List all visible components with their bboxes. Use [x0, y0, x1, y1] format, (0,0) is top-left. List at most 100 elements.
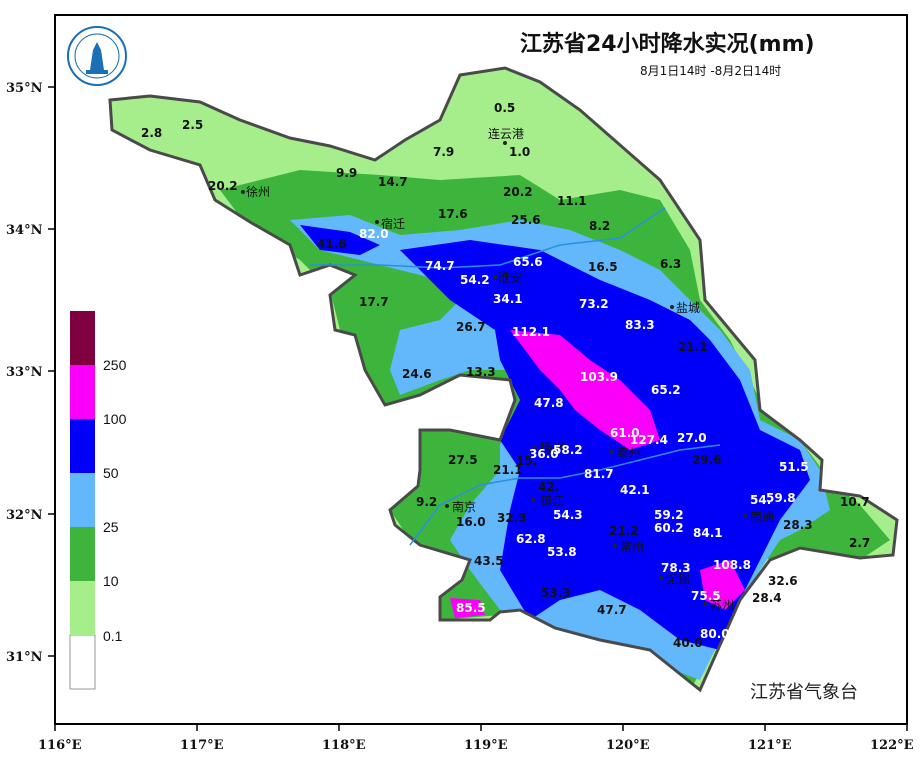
city-label: 盐城 [676, 301, 700, 315]
station-value: 74.7 [425, 259, 455, 273]
legend-swatch [70, 527, 95, 581]
x-tick-label: 116°E [38, 738, 82, 753]
station-value: 20.2 [208, 179, 238, 193]
station-value: 43.5 [474, 554, 504, 568]
y-tick-label: 35°N [6, 81, 43, 96]
station-value: 59.2 [654, 508, 684, 522]
station-value: 112.1 [512, 325, 550, 339]
station-value: 17.6 [438, 207, 468, 221]
station-value: 108.8 [713, 558, 751, 572]
station-value: 54.2 [460, 273, 490, 287]
station-value: 32.6 [768, 574, 798, 588]
station-value: 15. [516, 454, 537, 468]
station-value: 80.0 [700, 627, 730, 641]
station-value: 42. [538, 480, 559, 494]
agency-label: 江苏省气象台 [750, 682, 858, 703]
legend-label: 25 [103, 519, 119, 535]
legend-label: 250 [103, 357, 127, 373]
station-value: 47.8 [534, 396, 564, 410]
city-label: 宿迁 [381, 216, 405, 231]
x-tick-label: 122°E [870, 738, 914, 753]
city-dot [531, 498, 535, 502]
station-value: 53.3 [541, 586, 571, 600]
rain-class-50-100 [400, 240, 810, 650]
station-value: 82.0 [359, 227, 389, 241]
city-label: 苏州 [710, 598, 734, 612]
station-value: 28.3 [783, 518, 813, 532]
station-value: 2.5 [182, 118, 203, 132]
station-value: 11.1 [557, 194, 587, 208]
city-dot [445, 504, 449, 508]
station-value: 127.4 [630, 433, 668, 447]
station-value: 41.6 [317, 237, 347, 251]
legend-label: 100 [103, 411, 127, 427]
x-tick-label: 121°E [748, 738, 792, 753]
station-value: 61.0 [610, 426, 640, 440]
x-tick-label: 120°E [606, 738, 650, 753]
rain-class-100-250-sw [450, 598, 485, 618]
legend-label: 0.1 [103, 628, 123, 644]
station-value: 26.7 [456, 320, 486, 334]
rain-class-50-100-west [300, 225, 380, 255]
x-tick-label: 117°E [180, 738, 224, 753]
station-value: 21.2 [609, 524, 639, 538]
station-value: 17.7 [359, 295, 389, 309]
city-dot [493, 275, 497, 279]
city-dot [375, 220, 379, 224]
legend [69, 311, 96, 690]
city-label: 常州 [620, 540, 644, 554]
rain-class-100-250 [510, 330, 660, 450]
legend-label: 50 [103, 465, 119, 481]
city-label: 镇江 [540, 494, 564, 508]
station-value: 78.3 [661, 561, 691, 575]
station-value: 28.4 [752, 591, 782, 605]
station-value: 10.7 [840, 495, 870, 509]
station-value: 40.0 [673, 636, 703, 650]
station-value: 2.8 [141, 126, 162, 140]
station-value: 65.6 [513, 255, 543, 269]
city-label: 南通 [750, 509, 774, 524]
legend-swatch [70, 581, 95, 635]
station-value: 13.3 [466, 365, 496, 379]
station-value: 42.1 [620, 483, 650, 497]
station-value: 53.8 [547, 545, 577, 559]
station-value: 73.2 [579, 297, 609, 311]
station-value: 81.7 [584, 467, 614, 481]
station-value: 62.8 [516, 532, 546, 546]
station-value: 0.5 [494, 101, 515, 115]
station-value: 9.9 [336, 166, 357, 180]
legend-swatch [70, 311, 95, 365]
huai-river [310, 207, 666, 269]
y-tick-label: 31°N [6, 650, 43, 665]
x-tick-label: 119°E [464, 738, 508, 753]
station-value: 21.1 [678, 340, 708, 354]
station-value: 36.0 [529, 447, 559, 461]
legend-label: 10 [103, 573, 119, 589]
station-value: 83.3 [625, 318, 655, 332]
city-label: 扬州 [540, 440, 564, 455]
station-value: 103.9 [580, 370, 618, 384]
legend-swatch [70, 365, 95, 419]
station-value: 75.5 [691, 589, 721, 603]
y-tick-label: 34°N [6, 223, 43, 238]
city-label: 连云港 [488, 126, 524, 141]
rain-class-100-250-south [700, 560, 745, 610]
city-label: 无锡 [666, 571, 690, 586]
station-value: 59.8 [766, 491, 796, 505]
legend-swatch [69, 634, 96, 690]
map-subtitle: 8月1日14时 -8月2日14时 [640, 64, 782, 78]
station-value: 2.7 [849, 536, 870, 550]
province-outline [108, 66, 899, 693]
station-value: 16.0 [456, 515, 486, 529]
station-value: 25.6 [511, 213, 541, 227]
x-tick-label: 118°E [322, 738, 366, 753]
y-tick-label: 32°N [6, 508, 43, 523]
map-title: 江苏省24小时降水实况(mm) [520, 32, 815, 57]
city-dot [241, 190, 245, 194]
station-value: 84.1 [693, 526, 723, 540]
station-value: 85.5 [456, 601, 486, 615]
station-value: 7.9 [433, 145, 454, 159]
station-value: 51.5 [779, 460, 809, 474]
station-value: 27.5 [448, 453, 478, 467]
